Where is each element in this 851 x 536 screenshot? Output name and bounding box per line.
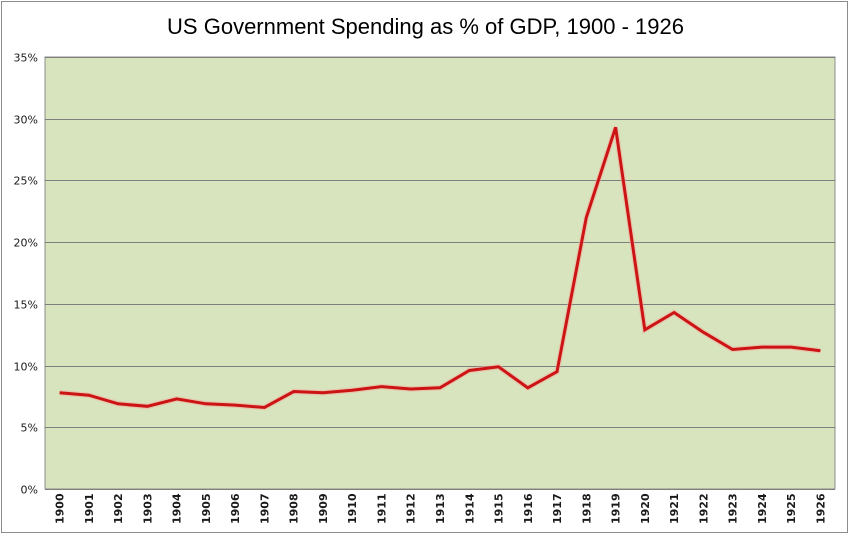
x-tick-label: 1905 <box>200 493 213 524</box>
x-tick-label: 1903 <box>141 493 154 524</box>
plot-area <box>44 56 836 490</box>
x-tick-label: 1922 <box>697 493 710 524</box>
x-tick-label: 1909 <box>317 493 330 524</box>
x-tick-label: 1908 <box>288 493 301 524</box>
y-tick-label: 30% <box>14 114 38 127</box>
chart-title: US Government Spending as % of GDP, 1900… <box>167 14 684 39</box>
x-tick-label: 1900 <box>54 493 67 524</box>
x-tick-label: 1917 <box>551 493 564 524</box>
x-tick-label: 1926 <box>814 493 827 524</box>
x-tick-label: 1921 <box>668 493 681 524</box>
y-axis-ticks: 0% 5% 10% 15% 20% 25% 30% 35% <box>14 52 38 497</box>
y-tick-label: 15% <box>14 299 38 312</box>
series-group <box>59 126 821 411</box>
y-tick-label: 35% <box>14 52 38 65</box>
x-tick-label: 1912 <box>405 493 418 524</box>
x-tick-label: 1920 <box>639 493 652 524</box>
x-tick-label: 1907 <box>258 493 271 524</box>
x-tick-label: 1913 <box>434 493 447 524</box>
x-tick-label: 1906 <box>229 493 242 524</box>
x-tick-label: 1904 <box>171 493 184 524</box>
x-tick-label: 1910 <box>346 493 359 524</box>
x-tick-label: 1923 <box>727 493 740 524</box>
x-tick-label: 1911 <box>375 493 388 524</box>
x-tick-label: 1901 <box>83 493 96 524</box>
x-tick-label: 1924 <box>756 493 769 524</box>
x-tick-label: 1902 <box>112 493 125 524</box>
y-tick-label: 25% <box>14 175 38 188</box>
x-tick-label: 1914 <box>463 493 476 524</box>
y-tick-label: 20% <box>14 237 38 250</box>
x-tick-label: 1916 <box>522 493 535 524</box>
y-tick-label: 5% <box>21 422 38 435</box>
y-tick-label: 10% <box>14 361 38 374</box>
x-tick-label: 1915 <box>493 493 506 524</box>
y-tick-label: 0% <box>21 484 38 497</box>
gridlines <box>45 57 835 490</box>
x-tick-label: 1925 <box>785 493 798 524</box>
x-tick-label: 1919 <box>610 493 623 524</box>
x-tick-label: 1918 <box>580 493 593 524</box>
x-axis-ticks: 1900 1901 1902 1903 1904 1905 1906 1907 1908 1909… <box>54 493 828 524</box>
